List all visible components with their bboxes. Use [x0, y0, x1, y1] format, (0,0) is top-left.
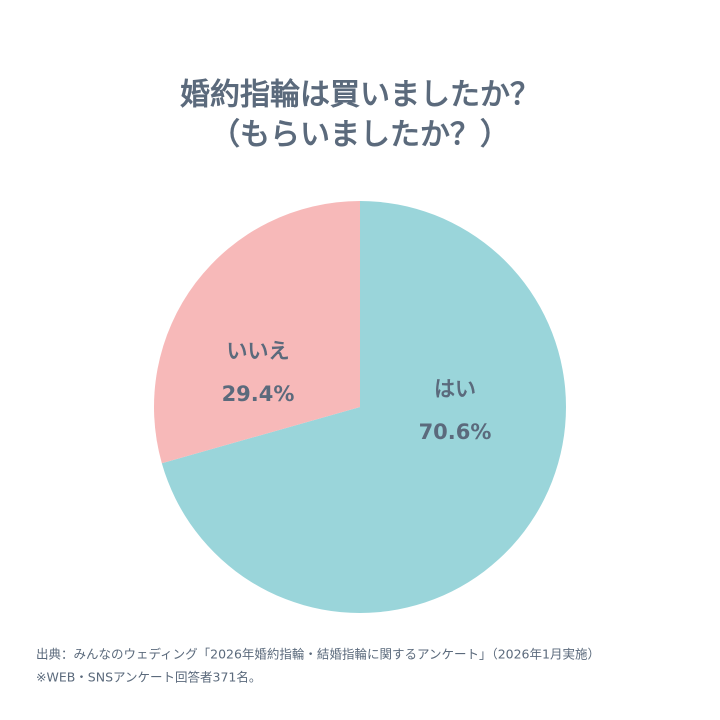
source-note: ※WEB・SNSアンケート回答者371名。: [36, 670, 261, 685]
pie-slice: [161, 201, 566, 613]
chart-title: 婚約指輪は買いましたか？: [180, 78, 540, 113]
slice-label: はい: [434, 377, 476, 401]
slice-value: 29.4%: [222, 382, 295, 406]
slice-value: 70.6%: [419, 420, 492, 444]
pie-slice: [153, 201, 360, 464]
source-note: 出典：みんなのウェディング「2026年婚約指輪・結婚指輪に関するアンケート」（2…: [36, 647, 600, 662]
chart-subtitle: （もらいましたか？）: [210, 118, 510, 153]
slice-label: いいえ: [227, 339, 290, 363]
